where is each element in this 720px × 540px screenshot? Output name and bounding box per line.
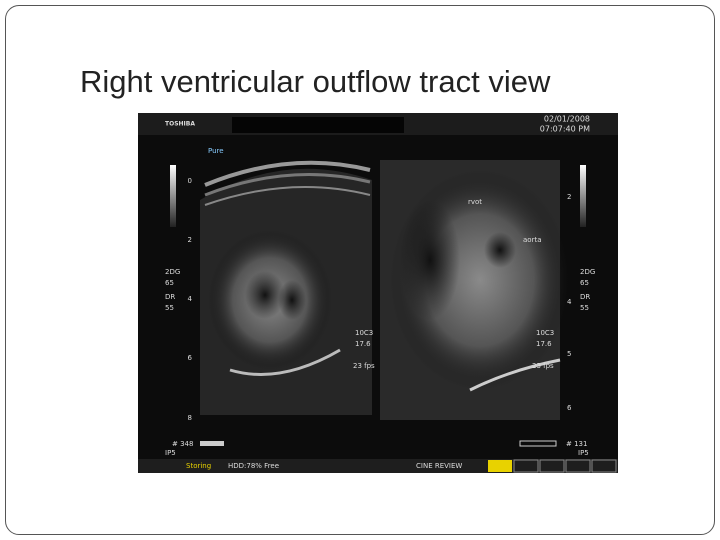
annotation: aorta xyxy=(523,236,541,244)
cine-button xyxy=(591,459,617,473)
gray-scale-bar xyxy=(580,165,586,227)
gray-scale-bar xyxy=(170,165,176,227)
status: Storing xyxy=(186,462,211,470)
disk: HDD:78% Free xyxy=(228,462,279,470)
frame-rate: 23 fps xyxy=(532,362,554,370)
frame-rate: 23 fps xyxy=(353,362,375,370)
cine-bar xyxy=(200,441,224,446)
setting: 2DG xyxy=(580,268,595,276)
depth-label: 6 xyxy=(567,404,572,412)
probe: 10C3 xyxy=(536,329,554,337)
right-image xyxy=(380,160,570,420)
depth-label: 4 xyxy=(567,298,572,306)
frame-count: # 131 xyxy=(566,440,587,448)
setting: 2DG xyxy=(165,268,180,276)
setting: 65 xyxy=(580,279,589,287)
probe: 10C3 xyxy=(355,329,373,337)
cine-bar xyxy=(519,440,557,447)
setting: 55 xyxy=(165,304,174,312)
preset: Pure xyxy=(208,147,224,155)
patient-box xyxy=(232,117,404,133)
depth-label: 5 xyxy=(567,350,571,358)
mode: IP5 xyxy=(578,449,589,457)
time: 07:07:40 PM xyxy=(540,125,590,134)
cine-mode: CINE REVIEW xyxy=(416,462,462,470)
slide xyxy=(5,5,715,535)
cine-button xyxy=(488,460,512,472)
brand: TOSHIBA xyxy=(165,121,195,128)
cine-button xyxy=(539,459,565,473)
date: 02/01/2008 xyxy=(544,115,590,124)
cine-button xyxy=(513,459,539,473)
frame-count: # 348 xyxy=(172,440,193,448)
probe: 17.6 xyxy=(355,340,371,348)
setting: DR xyxy=(580,293,590,301)
depth-label: 8 xyxy=(188,414,192,422)
annotation: rvot xyxy=(468,198,482,206)
setting: DR xyxy=(165,293,175,301)
probe: 17.6 xyxy=(536,340,552,348)
depth-label: 6 xyxy=(188,354,193,362)
setting: 55 xyxy=(580,304,589,312)
mode: IP5 xyxy=(165,449,176,457)
depth-label: 0 xyxy=(188,177,192,185)
depth-label: 2 xyxy=(188,236,192,244)
depth-label: 2 xyxy=(567,193,571,201)
setting: 65 xyxy=(165,279,174,287)
slide-title: Right ventricular outflow tract view xyxy=(80,64,551,99)
depth-label: 4 xyxy=(188,295,193,303)
cine-button xyxy=(565,459,591,473)
left-image xyxy=(200,160,372,415)
